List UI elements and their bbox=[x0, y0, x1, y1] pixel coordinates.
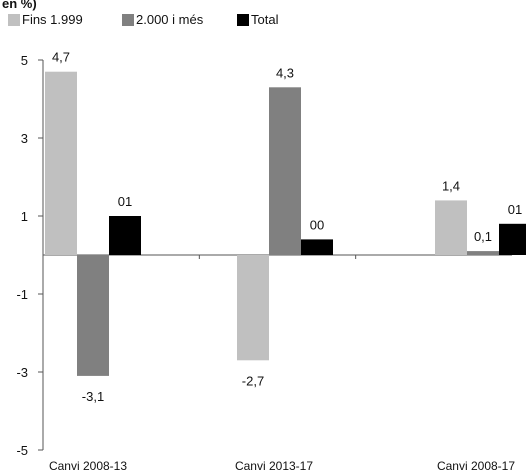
bar bbox=[45, 71, 77, 255]
bar bbox=[301, 239, 333, 255]
bars bbox=[45, 71, 526, 376]
data-label: 01 bbox=[508, 202, 522, 217]
data-label: 4,3 bbox=[276, 65, 294, 80]
y-tick-label: 1 bbox=[21, 209, 28, 224]
data-label: 1,4 bbox=[442, 178, 460, 193]
y-tick-label: -3 bbox=[16, 365, 28, 380]
legend-label: Fins 1.999 bbox=[22, 12, 83, 27]
bar bbox=[435, 200, 467, 255]
x-category-label: Canvi 2008-17 bbox=[437, 459, 515, 473]
bar bbox=[77, 255, 109, 376]
y-tick-label: -5 bbox=[16, 443, 28, 458]
data-label: 4,7 bbox=[52, 50, 70, 65]
legend-swatch bbox=[8, 14, 20, 26]
data-label: -3,1 bbox=[82, 389, 104, 404]
data-label: 0,1 bbox=[474, 229, 492, 244]
legend-label: 2.000 i més bbox=[136, 12, 204, 27]
data-labels: 4,7 -2,7 1,4 -3,1 4,3 0,1 01 00 01 bbox=[52, 50, 522, 404]
bar bbox=[237, 255, 269, 361]
legend: Fins 1.999 2.000 i més Total bbox=[8, 12, 279, 27]
legend-swatch bbox=[237, 14, 249, 26]
x-category-label: Canvi 2013-17 bbox=[235, 459, 313, 473]
data-label: -2,7 bbox=[242, 373, 264, 388]
y-tick-label: 5 bbox=[21, 53, 28, 68]
x-category-label: Canvi 2008-13 bbox=[49, 459, 127, 473]
bar bbox=[499, 223, 526, 255]
bar bbox=[269, 87, 301, 255]
legend-label: Total bbox=[251, 12, 279, 27]
bar bbox=[467, 251, 499, 255]
data-label: 01 bbox=[118, 194, 132, 209]
data-label: 00 bbox=[310, 217, 324, 232]
y-tick-label: 3 bbox=[21, 131, 28, 146]
axes: 5 3 1 -1 -3 -5 Canvi 2008-13 Canvi 2013-17 Canvi… bbox=[16, 53, 515, 473]
legend-swatch bbox=[122, 14, 134, 26]
y-tick-label: -1 bbox=[16, 287, 28, 302]
chart-title-fragment: en %) bbox=[2, 0, 37, 11]
bar bbox=[109, 216, 141, 255]
